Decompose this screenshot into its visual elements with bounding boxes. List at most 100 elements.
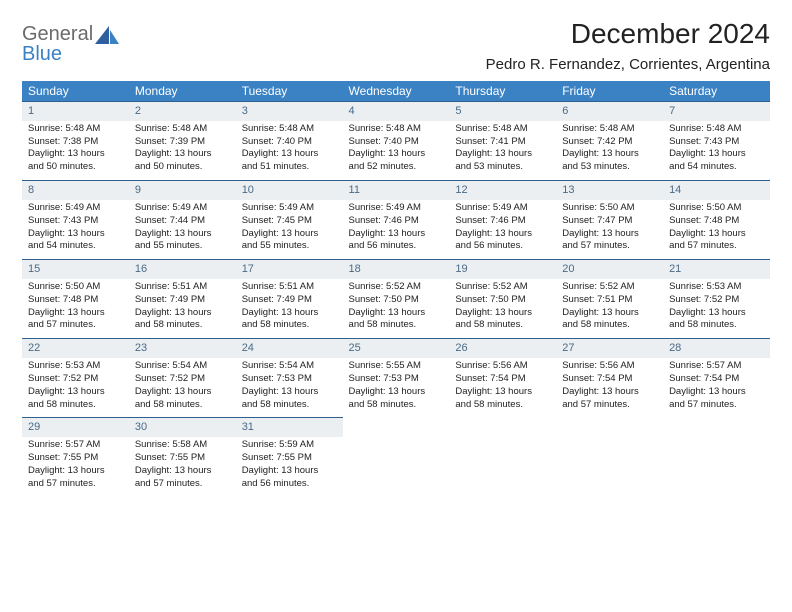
day-body: Sunrise: 5:50 AMSunset: 7:48 PMDaylight:… — [22, 279, 129, 338]
sunset-line: Sunset: 7:48 PM — [28, 294, 123, 307]
day-body: Sunrise: 5:48 AMSunset: 7:40 PMDaylight:… — [236, 121, 343, 180]
sunset-line: Sunset: 7:43 PM — [28, 215, 123, 228]
day-body: Sunrise: 5:52 AMSunset: 7:50 PMDaylight:… — [449, 279, 556, 338]
daylight-line: Daylight: 13 hours and 57 minutes. — [28, 465, 123, 491]
day-body: Sunrise: 5:49 AMSunset: 7:46 PMDaylight:… — [343, 200, 450, 259]
day-body: Sunrise: 5:49 AMSunset: 7:45 PMDaylight:… — [236, 200, 343, 259]
day-number: 14 — [663, 180, 770, 200]
calendar-cell: 6Sunrise: 5:48 AMSunset: 7:42 PMDaylight… — [556, 101, 663, 180]
day-number: 2 — [129, 101, 236, 121]
day-number: 8 — [22, 180, 129, 200]
sunset-line: Sunset: 7:46 PM — [349, 215, 444, 228]
sunrise-line: Sunrise: 5:55 AM — [349, 360, 444, 373]
sunrise-line: Sunrise: 5:52 AM — [562, 281, 657, 294]
day-body: Sunrise: 5:52 AMSunset: 7:50 PMDaylight:… — [343, 279, 450, 338]
logo-line1: General — [22, 24, 93, 44]
sunrise-line: Sunrise: 5:48 AM — [28, 123, 123, 136]
sunset-line: Sunset: 7:47 PM — [562, 215, 657, 228]
calendar-cell: 13Sunrise: 5:50 AMSunset: 7:47 PMDayligh… — [556, 180, 663, 259]
logo-sail-icon — [95, 26, 121, 52]
calendar-cell: 29Sunrise: 5:57 AMSunset: 7:55 PMDayligh… — [22, 417, 129, 496]
daylight-line: Daylight: 13 hours and 52 minutes. — [349, 148, 444, 174]
sunrise-line: Sunrise: 5:57 AM — [28, 439, 123, 452]
daylight-line: Daylight: 13 hours and 50 minutes. — [135, 148, 230, 174]
sunrise-line: Sunrise: 5:50 AM — [669, 202, 764, 215]
sunset-line: Sunset: 7:49 PM — [135, 294, 230, 307]
weekday-header: Friday — [556, 81, 663, 101]
day-body: Sunrise: 5:54 AMSunset: 7:53 PMDaylight:… — [236, 358, 343, 417]
sunset-line: Sunset: 7:54 PM — [669, 373, 764, 386]
day-number: 28 — [663, 338, 770, 358]
logo-line2: Blue — [22, 44, 93, 64]
day-number: 20 — [556, 259, 663, 279]
day-number: 6 — [556, 101, 663, 121]
sunrise-line: Sunrise: 5:48 AM — [242, 123, 337, 136]
day-number: 26 — [449, 338, 556, 358]
sunrise-line: Sunrise: 5:52 AM — [455, 281, 550, 294]
sunrise-line: Sunrise: 5:50 AM — [28, 281, 123, 294]
day-body: Sunrise: 5:58 AMSunset: 7:55 PMDaylight:… — [129, 437, 236, 496]
day-number: 12 — [449, 180, 556, 200]
sunset-line: Sunset: 7:55 PM — [28, 452, 123, 465]
calendar-cell — [556, 417, 663, 496]
daylight-line: Daylight: 13 hours and 58 minutes. — [135, 307, 230, 333]
sunrise-line: Sunrise: 5:48 AM — [349, 123, 444, 136]
header: General Blue December 2024 Pedro R. Fern… — [22, 18, 770, 73]
sunrise-line: Sunrise: 5:50 AM — [562, 202, 657, 215]
sunrise-line: Sunrise: 5:58 AM — [135, 439, 230, 452]
sunset-line: Sunset: 7:45 PM — [242, 215, 337, 228]
daylight-line: Daylight: 13 hours and 57 minutes. — [562, 386, 657, 412]
sunrise-line: Sunrise: 5:49 AM — [455, 202, 550, 215]
sunset-line: Sunset: 7:52 PM — [135, 373, 230, 386]
calendar-cell — [663, 417, 770, 496]
daylight-line: Daylight: 13 hours and 58 minutes. — [349, 307, 444, 333]
sunrise-line: Sunrise: 5:48 AM — [135, 123, 230, 136]
calendar-cell: 24Sunrise: 5:54 AMSunset: 7:53 PMDayligh… — [236, 338, 343, 417]
daylight-line: Daylight: 13 hours and 57 minutes. — [669, 386, 764, 412]
calendar-cell: 10Sunrise: 5:49 AMSunset: 7:45 PMDayligh… — [236, 180, 343, 259]
day-body: Sunrise: 5:56 AMSunset: 7:54 PMDaylight:… — [556, 358, 663, 417]
weekday-header: Tuesday — [236, 81, 343, 101]
weekday-header: Thursday — [449, 81, 556, 101]
daylight-line: Daylight: 13 hours and 53 minutes. — [455, 148, 550, 174]
sunrise-line: Sunrise: 5:52 AM — [349, 281, 444, 294]
calendar-cell: 8Sunrise: 5:49 AMSunset: 7:43 PMDaylight… — [22, 180, 129, 259]
weekday-header-row: Sunday Monday Tuesday Wednesday Thursday… — [22, 81, 770, 101]
daylight-line: Daylight: 13 hours and 58 minutes. — [28, 386, 123, 412]
day-number: 17 — [236, 259, 343, 279]
daylight-line: Daylight: 13 hours and 58 minutes. — [349, 386, 444, 412]
day-number: 4 — [343, 101, 450, 121]
calendar-table: Sunday Monday Tuesday Wednesday Thursday… — [22, 81, 770, 496]
daylight-line: Daylight: 13 hours and 58 minutes. — [135, 386, 230, 412]
day-number: 15 — [22, 259, 129, 279]
daylight-line: Daylight: 13 hours and 54 minutes. — [28, 228, 123, 254]
calendar-cell: 1Sunrise: 5:48 AMSunset: 7:38 PMDaylight… — [22, 101, 129, 180]
calendar-cell: 25Sunrise: 5:55 AMSunset: 7:53 PMDayligh… — [343, 338, 450, 417]
sunrise-line: Sunrise: 5:49 AM — [135, 202, 230, 215]
day-body: Sunrise: 5:49 AMSunset: 7:46 PMDaylight:… — [449, 200, 556, 259]
day-body: Sunrise: 5:48 AMSunset: 7:38 PMDaylight:… — [22, 121, 129, 180]
day-body: Sunrise: 5:48 AMSunset: 7:42 PMDaylight:… — [556, 121, 663, 180]
calendar-cell: 3Sunrise: 5:48 AMSunset: 7:40 PMDaylight… — [236, 101, 343, 180]
daylight-line: Daylight: 13 hours and 58 minutes. — [562, 307, 657, 333]
daylight-line: Daylight: 13 hours and 55 minutes. — [135, 228, 230, 254]
sunset-line: Sunset: 7:51 PM — [562, 294, 657, 307]
day-number: 1 — [22, 101, 129, 121]
sunset-line: Sunset: 7:46 PM — [455, 215, 550, 228]
calendar-cell: 27Sunrise: 5:56 AMSunset: 7:54 PMDayligh… — [556, 338, 663, 417]
sunrise-line: Sunrise: 5:48 AM — [669, 123, 764, 136]
sunrise-line: Sunrise: 5:53 AM — [669, 281, 764, 294]
day-body: Sunrise: 5:57 AMSunset: 7:54 PMDaylight:… — [663, 358, 770, 417]
calendar-cell: 5Sunrise: 5:48 AMSunset: 7:41 PMDaylight… — [449, 101, 556, 180]
calendar-cell: 30Sunrise: 5:58 AMSunset: 7:55 PMDayligh… — [129, 417, 236, 496]
day-body: Sunrise: 5:59 AMSunset: 7:55 PMDaylight:… — [236, 437, 343, 496]
daylight-line: Daylight: 13 hours and 50 minutes. — [28, 148, 123, 174]
day-body: Sunrise: 5:48 AMSunset: 7:40 PMDaylight:… — [343, 121, 450, 180]
day-number: 22 — [22, 338, 129, 358]
sunrise-line: Sunrise: 5:56 AM — [455, 360, 550, 373]
logo: General Blue — [22, 18, 121, 64]
day-number: 24 — [236, 338, 343, 358]
daylight-line: Daylight: 13 hours and 58 minutes. — [242, 386, 337, 412]
day-body: Sunrise: 5:52 AMSunset: 7:51 PMDaylight:… — [556, 279, 663, 338]
daylight-line: Daylight: 13 hours and 58 minutes. — [455, 386, 550, 412]
